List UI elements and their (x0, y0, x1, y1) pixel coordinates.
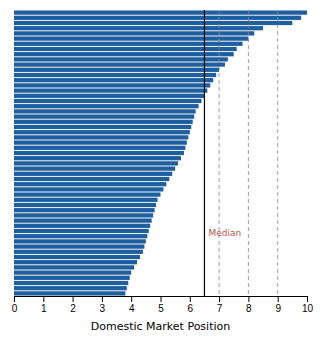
bar (14, 182, 166, 186)
tick-label: 0 (12, 303, 18, 314)
bar (14, 88, 207, 92)
tick-label: 8 (246, 303, 252, 314)
bar (14, 104, 199, 108)
bar (14, 224, 150, 228)
bar (14, 125, 191, 129)
tick: 10 (302, 296, 314, 314)
tick-label: 4 (129, 303, 135, 314)
bar (14, 239, 146, 243)
tick-mark (131, 296, 132, 302)
bar (14, 276, 130, 280)
bar (14, 265, 134, 269)
bar (14, 255, 140, 259)
marks (14, 10, 307, 296)
tick: 5 (158, 296, 164, 314)
plot: Median 0 1 2 3 4 5 6 7 8 9 10 (12, 10, 314, 314)
bar (14, 140, 187, 144)
tick: 9 (275, 296, 281, 314)
tick-label: 5 (158, 303, 164, 314)
bar (14, 47, 237, 51)
tick-label: 7 (217, 303, 223, 314)
bar (14, 36, 248, 40)
bar (14, 229, 149, 233)
tick-mark (190, 296, 191, 302)
bar (14, 42, 243, 46)
bar (14, 68, 219, 72)
bar (14, 78, 213, 82)
bar (14, 52, 234, 56)
reference-line (248, 10, 249, 296)
bar (14, 130, 190, 134)
bar (14, 99, 202, 103)
bar (14, 114, 194, 118)
bar (14, 270, 131, 274)
bar (14, 26, 263, 30)
bar (14, 156, 181, 160)
bar (14, 16, 301, 20)
tick-mark (248, 296, 249, 302)
bar (14, 62, 225, 66)
bar (14, 151, 184, 155)
x-axis: 0 1 2 3 4 5 6 7 8 9 10 (12, 296, 314, 314)
bar (14, 146, 185, 150)
bar (14, 172, 172, 176)
reference-line (219, 10, 220, 296)
tick: 2 (70, 296, 76, 314)
tick: 8 (246, 296, 252, 314)
tick: 1 (41, 296, 47, 314)
tick-label: 1 (41, 303, 47, 314)
bar (14, 161, 178, 165)
bar (14, 208, 155, 212)
bar (14, 135, 188, 139)
bar (14, 192, 161, 196)
tick-label: 6 (188, 303, 194, 314)
bar (14, 250, 143, 254)
reference-line (277, 10, 278, 296)
bar (14, 57, 228, 61)
bar (14, 203, 156, 207)
tick-mark (73, 296, 74, 302)
bar (14, 291, 125, 295)
bar (14, 260, 137, 264)
median-line (204, 10, 205, 296)
bar (14, 234, 147, 238)
bar (14, 213, 153, 217)
tick-mark (43, 296, 44, 302)
tick: 4 (129, 296, 135, 314)
chart: Median 0 1 2 3 4 5 6 7 8 9 10 Domestic Market Positi… (0, 0, 321, 340)
bar (14, 73, 216, 77)
median-label: Median (208, 228, 241, 238)
bar (14, 281, 128, 285)
axis-line (15, 297, 308, 303)
bar (14, 21, 292, 25)
tick-mark (278, 296, 279, 302)
tick-mark (219, 296, 220, 302)
tick-mark (307, 296, 308, 302)
tick-mark (161, 296, 162, 302)
bar (14, 120, 193, 124)
tick: 0 (12, 296, 18, 314)
bar (14, 286, 127, 290)
tick-label: 2 (70, 303, 76, 314)
bar (14, 244, 144, 248)
bar (14, 10, 307, 14)
tick: 3 (100, 296, 106, 314)
tick: 6 (188, 296, 194, 314)
bar (14, 31, 254, 35)
bar (14, 198, 158, 202)
tick-mark (14, 296, 15, 302)
tick-mark (102, 296, 103, 302)
tick-label: 3 (100, 303, 106, 314)
tick: 7 (217, 296, 223, 314)
tick-label: 10 (302, 303, 314, 314)
bar (14, 83, 210, 87)
bar (14, 166, 175, 170)
bar (14, 94, 204, 98)
bar (14, 187, 163, 191)
bar (14, 109, 196, 113)
tick-label: 9 (275, 303, 281, 314)
bar (14, 218, 152, 222)
bar (14, 177, 169, 181)
x-axis-title: Domestic Market Position (91, 320, 230, 333)
